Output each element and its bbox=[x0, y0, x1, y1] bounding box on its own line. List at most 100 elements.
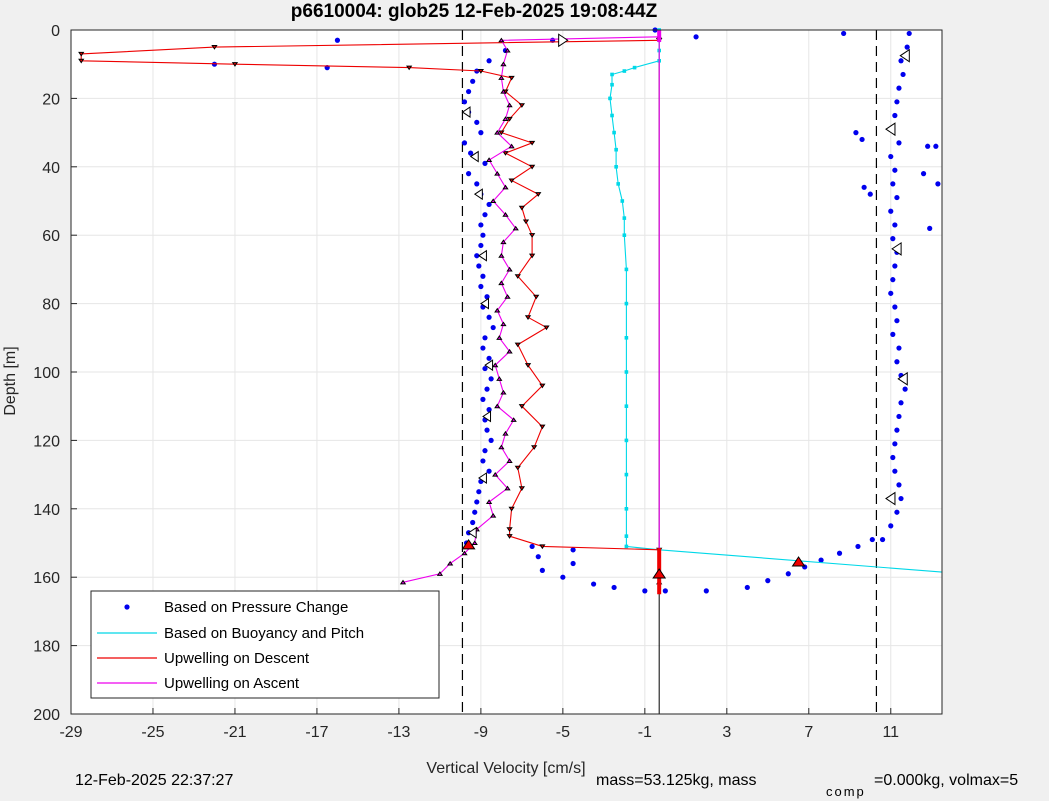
legend-label-descent: Upwelling on Descent bbox=[164, 650, 310, 667]
pressure-change-point bbox=[539, 567, 545, 573]
y-tick-label: 200 bbox=[33, 707, 60, 724]
pressure-change-point bbox=[484, 386, 490, 392]
upwelling-descent-point bbox=[531, 445, 538, 450]
pressure-change-point bbox=[478, 283, 484, 290]
x-tick-label: -1 bbox=[638, 724, 652, 741]
upwelling-descent-point bbox=[406, 65, 413, 71]
pressure-change-point bbox=[535, 554, 541, 560]
pressure-change-point bbox=[480, 232, 486, 238]
x-tick-label: -5 bbox=[556, 724, 570, 741]
upwelling-descent-point bbox=[514, 342, 521, 348]
footer-mass: mass=53.125kg, mass bbox=[596, 772, 757, 789]
pressure-change-point bbox=[529, 543, 535, 550]
pressure-change-point bbox=[927, 225, 933, 231]
white-triangle-marker bbox=[461, 106, 471, 119]
upwelling-descent-point bbox=[508, 178, 515, 184]
upwelling-ascent-point bbox=[498, 253, 505, 258]
pressure-change-point bbox=[861, 184, 867, 190]
pressure-change-point bbox=[480, 396, 486, 402]
upwelling-ascent-point bbox=[492, 471, 499, 477]
pressure-change-point bbox=[484, 294, 490, 300]
pressure-change-point bbox=[933, 143, 939, 149]
pressure-change-point bbox=[486, 314, 492, 320]
pressure-change-point bbox=[920, 171, 927, 177]
upwelling-ascent-point bbox=[500, 389, 507, 395]
buoyancy-pitch-point bbox=[614, 165, 618, 169]
pressure-change-point bbox=[334, 37, 341, 43]
x-tick-label: -17 bbox=[305, 724, 328, 741]
pressure-change-point bbox=[892, 167, 898, 173]
upwelling-ascent-point bbox=[399, 579, 407, 585]
pressure-change-point bbox=[898, 58, 904, 64]
upwelling-ascent-point bbox=[506, 102, 513, 108]
upwelling-ascent-point bbox=[447, 560, 454, 566]
x-tick-label: -21 bbox=[223, 724, 246, 741]
pressure-change-point bbox=[892, 222, 898, 228]
chart-title: p6610004: glob25 12-Feb-2025 19:08:44Z bbox=[291, 1, 658, 22]
pressure-change-point bbox=[841, 30, 847, 37]
upwelling-descent-point bbox=[539, 424, 546, 430]
upwelling-descent-point bbox=[231, 62, 239, 67]
upwelling-descent-point bbox=[539, 544, 546, 550]
x-tick-label: -9 bbox=[474, 724, 488, 741]
buoyancy-pitch-point bbox=[610, 113, 614, 118]
pressure-change-point bbox=[486, 355, 492, 361]
pressure-change-point bbox=[836, 550, 843, 556]
pressure-change-point bbox=[896, 413, 902, 420]
buoyancy-pitch-point bbox=[624, 336, 629, 340]
pressure-change-point bbox=[642, 588, 648, 594]
upwelling-ascent-point bbox=[506, 458, 513, 463]
upwelling-descent-point bbox=[524, 363, 532, 368]
upwelling-descent-point bbox=[539, 383, 546, 389]
buoyancy-pitch-point bbox=[620, 199, 625, 203]
upwelling-ascent-point bbox=[461, 550, 468, 556]
upwelling-descent-point bbox=[508, 75, 515, 81]
buoyancy-pitch-point bbox=[624, 544, 629, 549]
upwelling-ascent-point bbox=[485, 499, 493, 504]
white-triangle-marker bbox=[478, 472, 487, 484]
upwelling-ascent-point bbox=[502, 116, 509, 121]
upwelling-descent-point bbox=[506, 527, 513, 532]
upwelling-ascent-point bbox=[496, 376, 503, 381]
upwelling-ascent-point bbox=[498, 75, 505, 80]
upwelling-descent-point bbox=[508, 506, 515, 512]
pressure-change-point bbox=[461, 140, 468, 146]
upwelling-descent-point bbox=[522, 219, 530, 225]
pressure-change-point bbox=[474, 181, 480, 187]
upwelling-descent-point bbox=[518, 205, 526, 211]
upwelling-ascent-point bbox=[500, 61, 507, 67]
pressure-change-point bbox=[892, 441, 898, 447]
pressure-change-point bbox=[478, 130, 484, 136]
upwelling-ascent-point bbox=[500, 239, 507, 245]
buoyancy-pitch-point bbox=[624, 534, 629, 538]
upwelling-ascent-point bbox=[492, 362, 499, 368]
plot-frame bbox=[70, 29, 943, 715]
upwelling-ascent-point bbox=[508, 143, 515, 149]
pressure-change-point bbox=[480, 345, 486, 351]
pressure-change-point bbox=[560, 574, 566, 580]
pressure-change-point bbox=[894, 99, 900, 105]
y-tick-label: 160 bbox=[33, 570, 60, 587]
red-triangle-marker bbox=[652, 568, 667, 579]
pressure-change-point bbox=[465, 171, 472, 177]
y-tick-label: 0 bbox=[51, 23, 60, 40]
white-triangle-marker bbox=[469, 150, 479, 163]
pressure-change-point bbox=[474, 119, 480, 125]
pressure-change-point bbox=[482, 448, 488, 454]
pressure-change-point bbox=[894, 427, 900, 433]
upwelling-ascent-point bbox=[485, 157, 493, 162]
upwelling-descent-point bbox=[528, 164, 536, 170]
buoyancy-pitch-point bbox=[608, 96, 612, 101]
y-tick-label: 60 bbox=[42, 228, 60, 245]
white-triangle-marker bbox=[467, 526, 477, 539]
pressure-change-point bbox=[890, 454, 896, 461]
buoyancy-pitch-point bbox=[632, 65, 637, 70]
upwelling-ascent-point bbox=[436, 571, 444, 576]
legend: Based on Pressure Change Based on Buoyan… bbox=[90, 590, 440, 699]
buoyancy-pitch-point bbox=[624, 301, 629, 306]
pressure-change-point bbox=[482, 335, 488, 341]
pressure-change-point bbox=[570, 547, 576, 553]
pressure-change-point bbox=[925, 143, 931, 149]
pressure-change-point bbox=[486, 468, 492, 474]
upwelling-ascent-point bbox=[506, 266, 513, 272]
